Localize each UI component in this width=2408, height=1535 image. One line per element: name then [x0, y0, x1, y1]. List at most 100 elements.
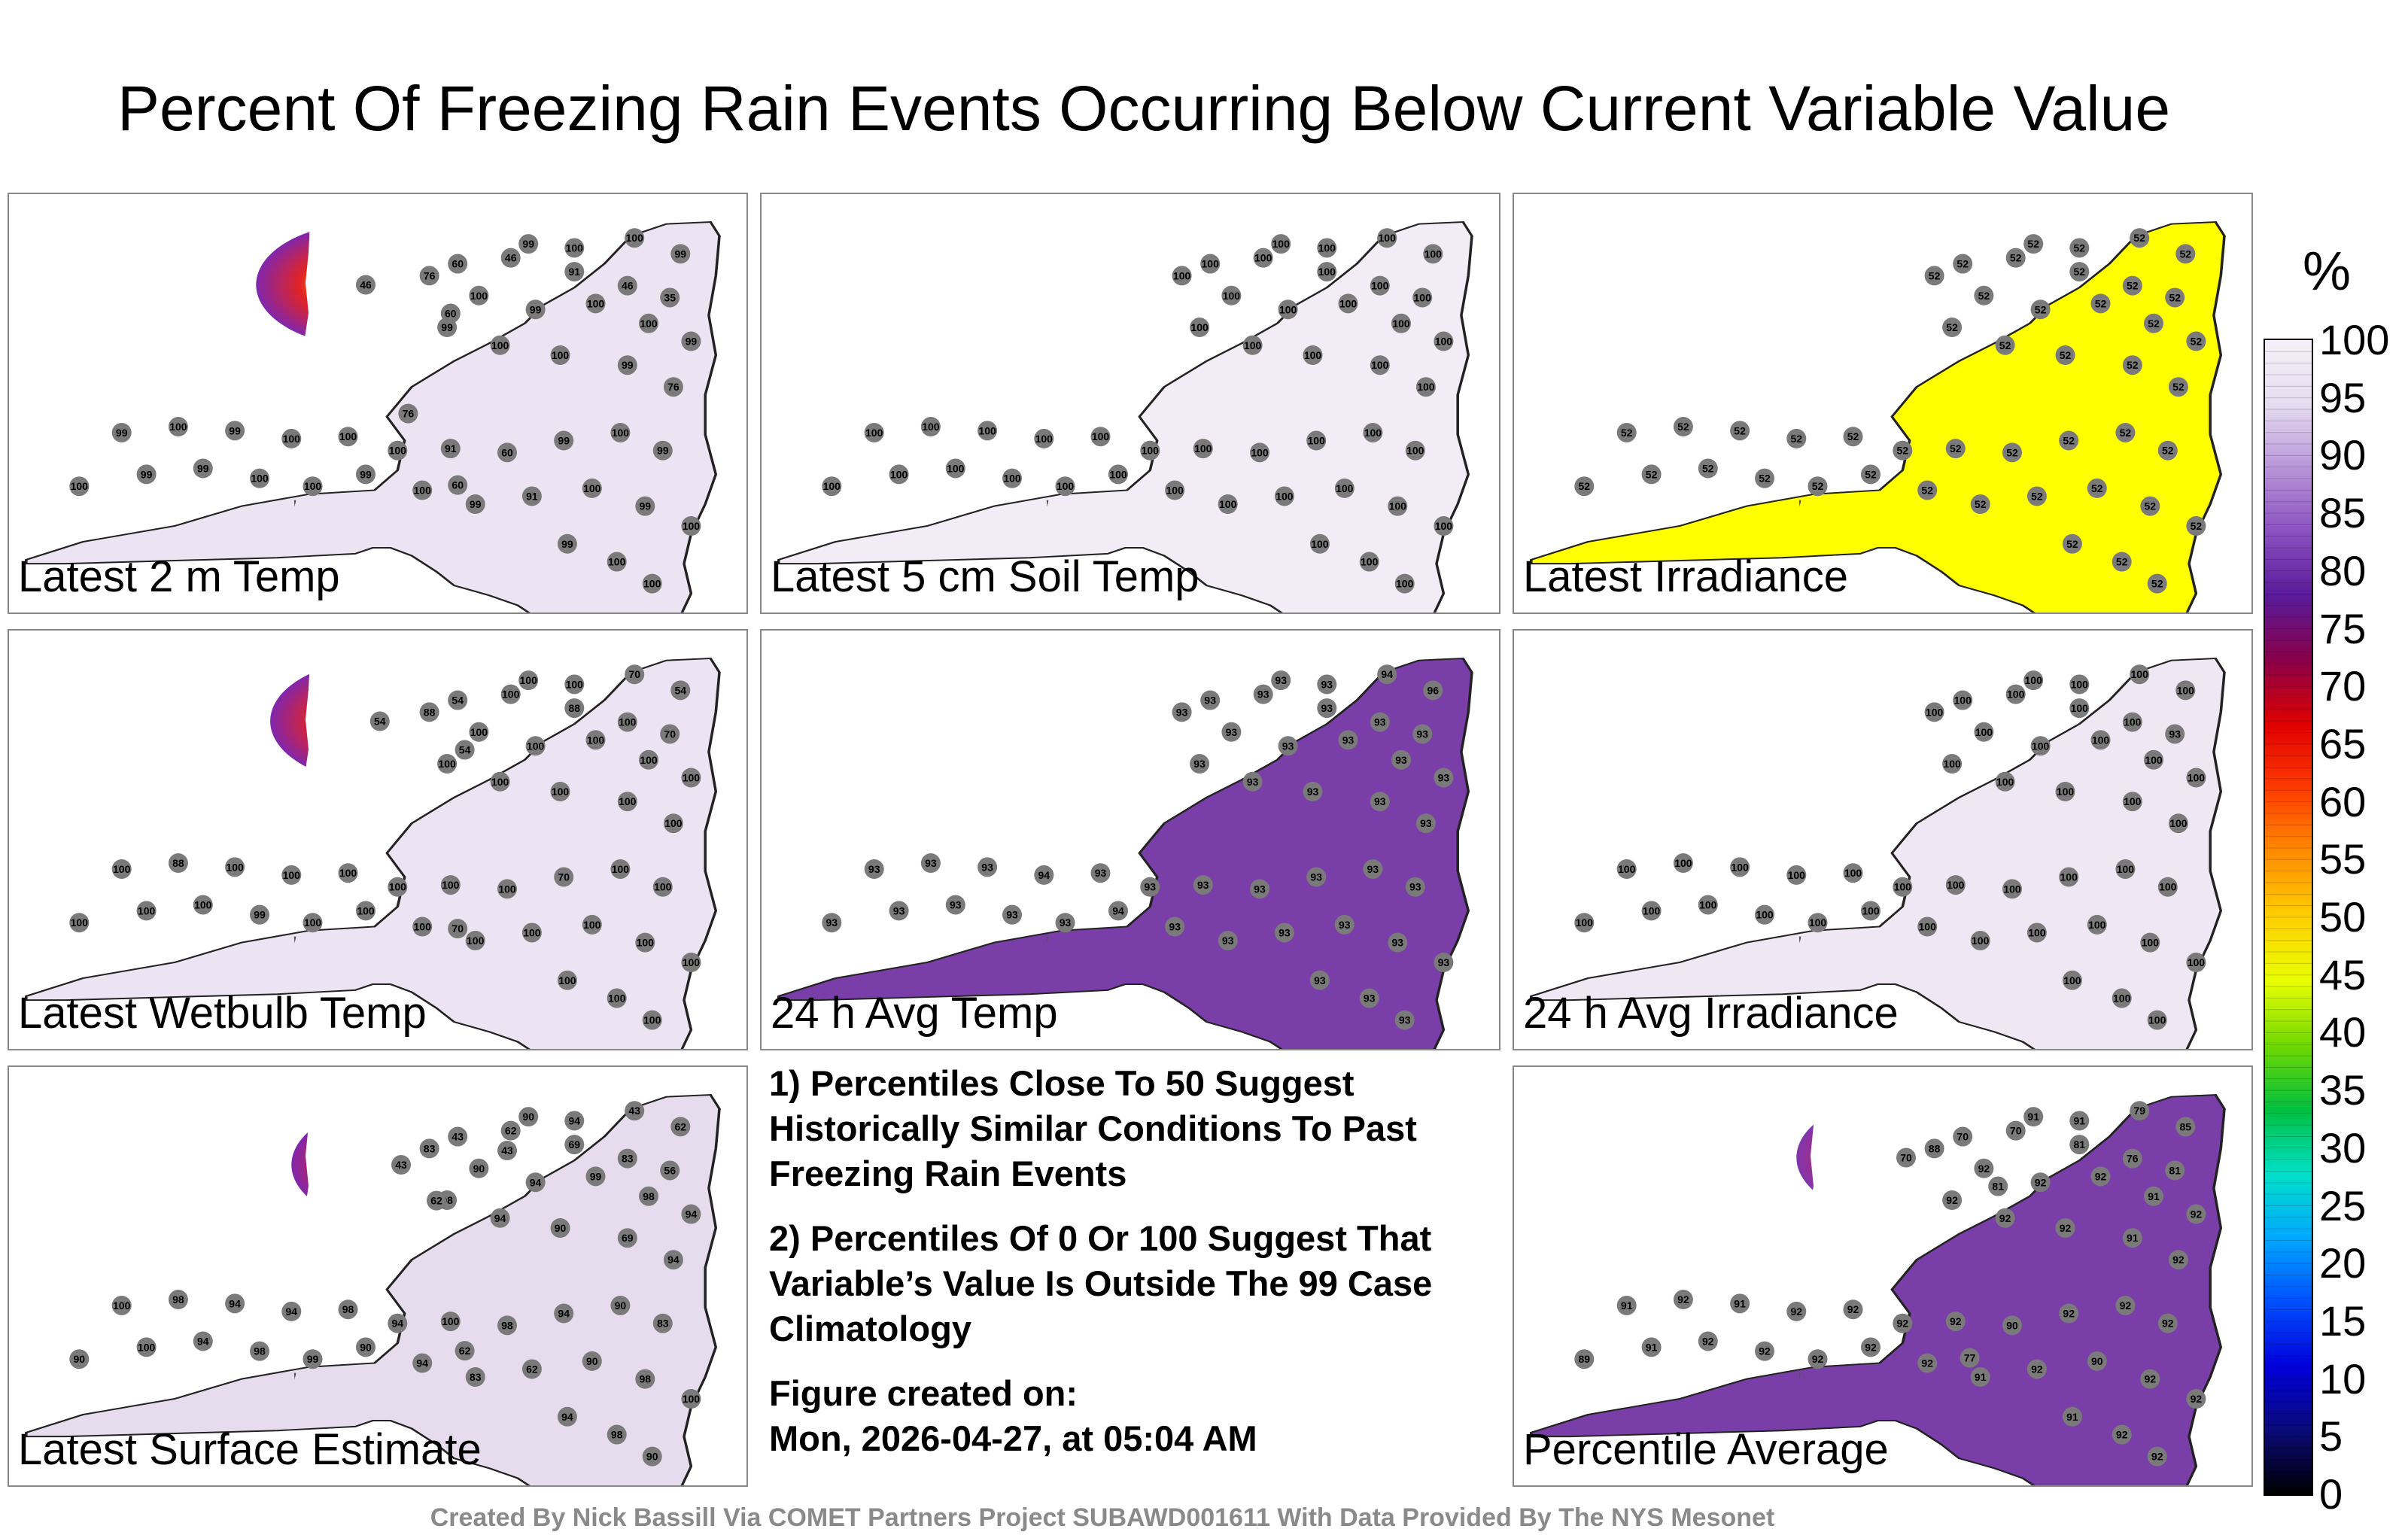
- station-value: 62: [505, 1125, 517, 1137]
- station-marker: [617, 355, 637, 375]
- station-marker: [1317, 674, 1337, 695]
- station-marker: [2062, 1406, 2082, 1427]
- station-value: 100: [1756, 909, 1774, 921]
- station-value: 52: [2145, 500, 2157, 512]
- station-marker: [2059, 1303, 2079, 1324]
- station-marker: [617, 275, 637, 296]
- station-value: 100: [1364, 427, 1382, 439]
- station-value: 92: [2060, 1222, 2072, 1234]
- station-value: 60: [451, 258, 464, 270]
- station-value: 52: [2027, 238, 2039, 250]
- station-value: 100: [619, 716, 637, 728]
- station-marker: [469, 722, 489, 742]
- station-marker: [2087, 1351, 2107, 1371]
- station-value: 77: [1964, 1352, 1976, 1364]
- station-value: 100: [640, 754, 658, 766]
- station-marker: [250, 468, 269, 488]
- station-marker: [1995, 771, 2015, 792]
- station-value: 92: [2172, 1254, 2185, 1266]
- station-value: 93: [1095, 867, 1107, 879]
- colorbar-tick-label: 50: [2319, 893, 2367, 941]
- station-value: 100: [683, 772, 701, 784]
- station-marker: [585, 293, 606, 314]
- station-marker: [2026, 1359, 2047, 1379]
- station-value: 100: [414, 485, 432, 497]
- station-value: 100: [1173, 269, 1191, 281]
- station-value: 94: [686, 1208, 698, 1220]
- station-marker: [2115, 859, 2136, 879]
- station-marker: [448, 254, 468, 274]
- station-marker: [2030, 736, 2051, 756]
- station-marker: [111, 1295, 132, 1315]
- station-marker: [136, 901, 157, 921]
- station-value: 52: [2063, 435, 2075, 447]
- station-marker: [607, 552, 627, 572]
- station-marker: [642, 573, 662, 594]
- station-marker: [681, 953, 701, 973]
- station-marker: [2090, 293, 2111, 314]
- state-outline: [777, 657, 1473, 1049]
- station-marker: [69, 476, 90, 497]
- station-value: 93: [1176, 706, 1188, 718]
- station-value: 91: [1975, 1371, 1987, 1383]
- station-value: 90: [586, 1355, 598, 1367]
- station-marker: [448, 475, 468, 495]
- station-value: 100: [2177, 684, 2195, 696]
- station-marker: [635, 496, 655, 516]
- station-marker: [1574, 476, 1595, 497]
- station-value: 62: [430, 1195, 442, 1207]
- station-marker: [625, 1101, 645, 1121]
- station-value: 52: [2127, 280, 2139, 292]
- colorbar: [2264, 339, 2313, 1496]
- station-marker: [1641, 464, 1662, 485]
- station-marker: [1974, 1158, 1994, 1178]
- panel-label: Latest 2 m Temp: [18, 552, 340, 601]
- station-value: 91: [2066, 1411, 2078, 1423]
- station-value: 52: [2148, 318, 2160, 330]
- colorbar-unit: %: [2303, 242, 2352, 302]
- station-value: 94: [1038, 869, 1050, 881]
- station-marker: [1434, 768, 1454, 788]
- station-marker: [356, 1337, 375, 1357]
- station-marker: [500, 684, 521, 704]
- station-marker: [1165, 916, 1185, 937]
- station-value: 100: [414, 921, 432, 933]
- station-marker: [2023, 1107, 2044, 1127]
- station-value: 100: [1392, 318, 1410, 330]
- station-marker: [660, 1160, 680, 1181]
- station-marker: [111, 422, 132, 442]
- station-value: 79: [2133, 1105, 2145, 1117]
- station-marker: [554, 867, 574, 887]
- station-marker: [388, 440, 408, 460]
- station-value: 100: [520, 674, 538, 686]
- station-marker: [2186, 1389, 2206, 1409]
- station-marker: [681, 1389, 701, 1409]
- station-value: 92: [2116, 1429, 2128, 1441]
- station-value: 92: [2095, 1170, 2107, 1182]
- station-value: 94: [558, 1308, 570, 1320]
- colorbar-tick-label: 100: [2319, 316, 2390, 363]
- station-value: 52: [2035, 303, 2047, 315]
- station-marker: [1434, 516, 1454, 536]
- station-value: 100: [612, 427, 630, 439]
- station-value: 100: [2124, 716, 2142, 728]
- station-value: 93: [1321, 702, 1333, 714]
- station-marker: [635, 932, 655, 953]
- station-marker: [1942, 1190, 1963, 1211]
- station-value: 100: [1947, 879, 1965, 891]
- station-marker: [1843, 863, 1863, 883]
- station-marker: [617, 1228, 637, 1248]
- station-marker: [670, 1117, 691, 1137]
- station-marker: [250, 904, 269, 925]
- station-value: 70: [664, 728, 676, 740]
- station-value: 100: [1311, 538, 1329, 550]
- station-value: 94: [1381, 668, 1393, 680]
- station-marker: [1090, 427, 1111, 447]
- station-marker: [2087, 478, 2107, 498]
- station-marker: [610, 422, 631, 442]
- station-marker: [1730, 1293, 1750, 1314]
- station-marker: [625, 664, 645, 685]
- station-marker: [2002, 879, 2022, 899]
- station-marker: [1334, 478, 1354, 498]
- station-marker: [2069, 1111, 2090, 1131]
